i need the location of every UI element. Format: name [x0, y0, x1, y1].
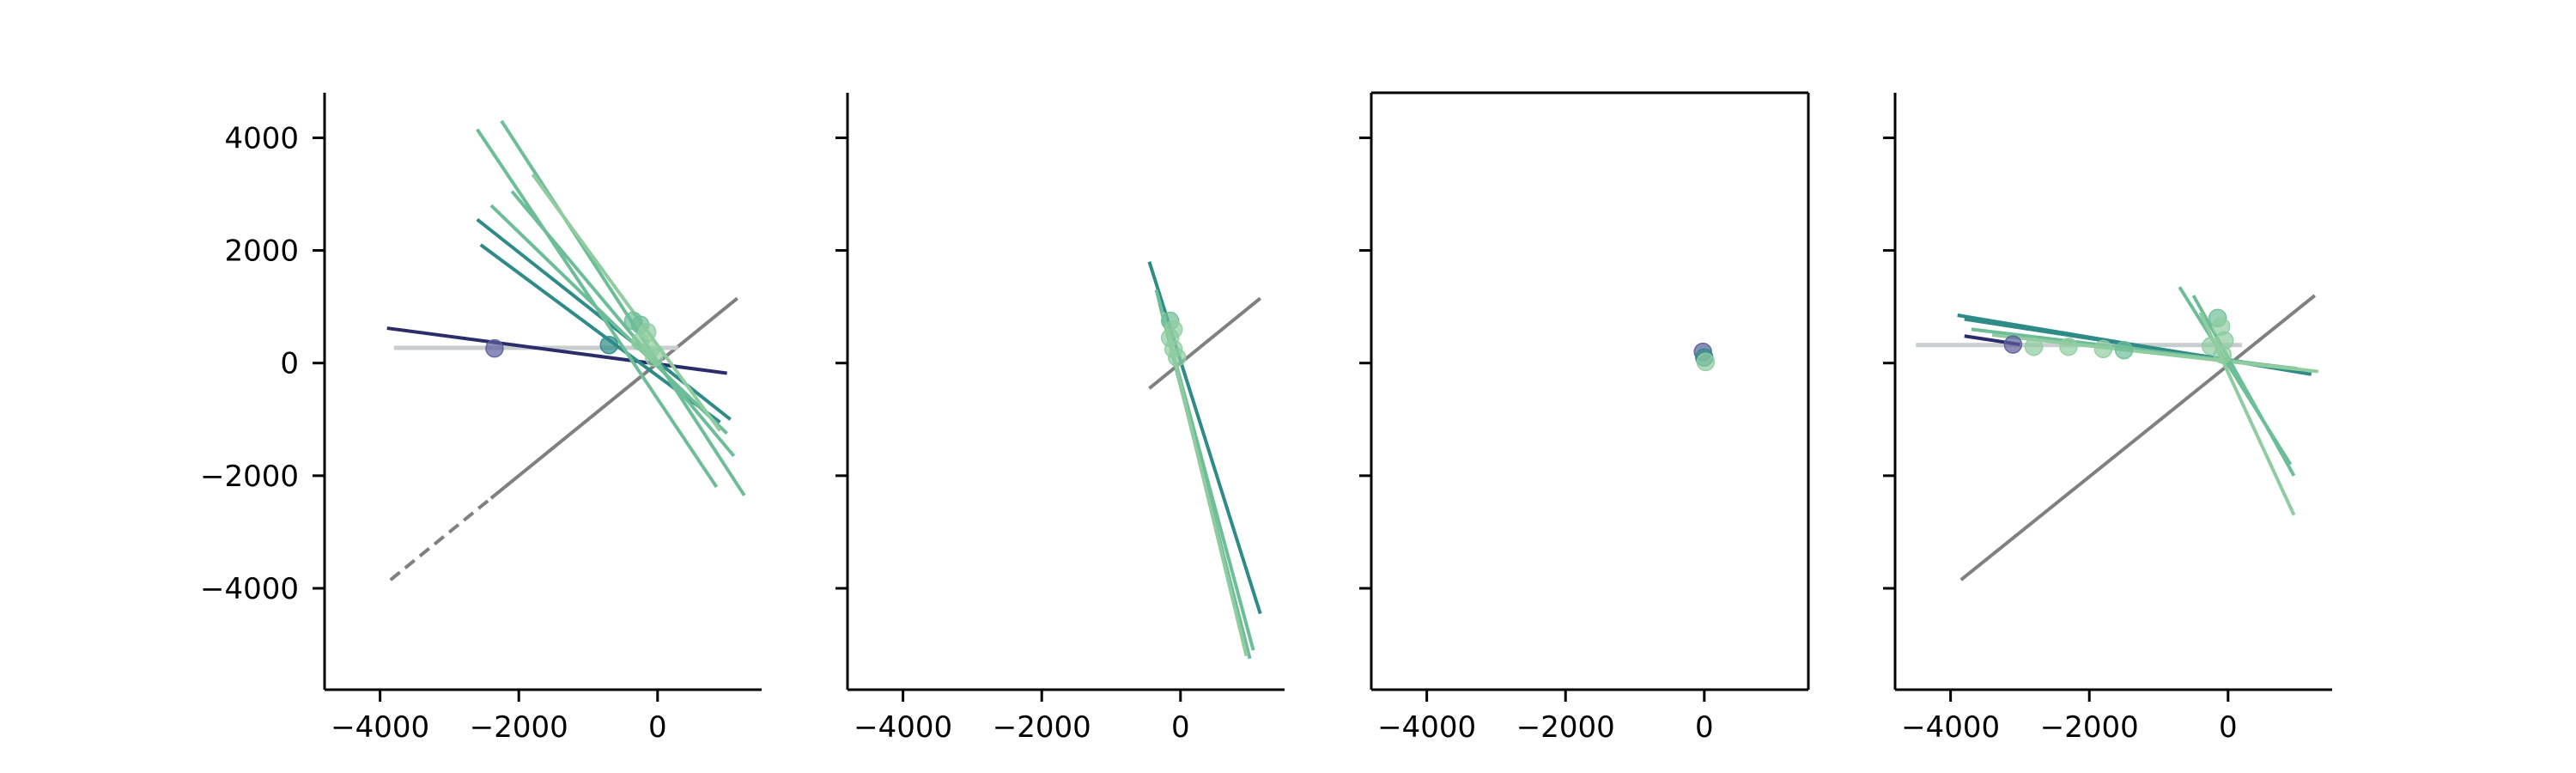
- x-tick-label: −2000: [993, 710, 1091, 745]
- series-line: [489, 204, 728, 435]
- x-tick-label: 0: [2219, 710, 2238, 745]
- panel-1: −4000 −2000 0 4000 2000 0 −2000 −4000: [200, 93, 762, 745]
- diagonal-line: [1959, 294, 2317, 581]
- series-line: [2191, 295, 2296, 477]
- x-tick-label: 0: [1171, 710, 1190, 745]
- plot-area: [1916, 286, 2319, 581]
- x-tick-label: −2000: [470, 710, 568, 745]
- plot-area: [1147, 261, 1262, 660]
- x-tick-label: −2000: [1516, 710, 1615, 745]
- x-tick-label: −4000: [1377, 710, 1476, 745]
- plot-area: [386, 119, 746, 581]
- data-point: [2003, 335, 2023, 354]
- panel-4: −4000 −2000 0: [1883, 93, 2332, 745]
- data-point: [2213, 345, 2233, 364]
- data-point: [2059, 337, 2078, 356]
- panel-2: −4000 −2000 0: [835, 93, 1285, 745]
- x-tick-label: −2000: [2040, 710, 2139, 745]
- data-point: [2024, 337, 2044, 356]
- panel-3: −4000 −2000 0: [1359, 91, 1810, 745]
- y-tick-label: −4000: [200, 572, 299, 606]
- data-point: [645, 348, 664, 367]
- data-point: [1168, 348, 1187, 367]
- series-line: [476, 128, 719, 489]
- x-tick-label: −4000: [331, 710, 429, 745]
- diagonal-line: [1148, 296, 1261, 390]
- series-line: [1991, 332, 2319, 374]
- data-point: [2114, 340, 2134, 360]
- y-tick-label: 4000: [224, 121, 299, 155]
- data-point: [485, 338, 504, 358]
- x-tick-label: 0: [648, 710, 667, 745]
- x-tick-label: −4000: [1901, 710, 2000, 745]
- diagonal-line: [489, 296, 738, 500]
- plot-area: [1693, 342, 1716, 372]
- data-point: [2093, 339, 2113, 359]
- x-tick-label: −4000: [854, 710, 952, 745]
- series-line: [500, 119, 746, 496]
- y-tick-label: 2000: [224, 234, 299, 269]
- series-line: [386, 326, 727, 375]
- diagonal-dashed-segment: [389, 496, 493, 581]
- x-tick-label: 0: [1695, 710, 1714, 745]
- y-tick-label: −2000: [200, 460, 299, 494]
- series-line: [510, 190, 736, 458]
- data-point: [599, 335, 619, 355]
- series-line: [531, 173, 722, 432]
- y-tick-label: 0: [280, 347, 299, 381]
- data-point: [1696, 352, 1716, 372]
- series-line: [1161, 312, 1249, 657]
